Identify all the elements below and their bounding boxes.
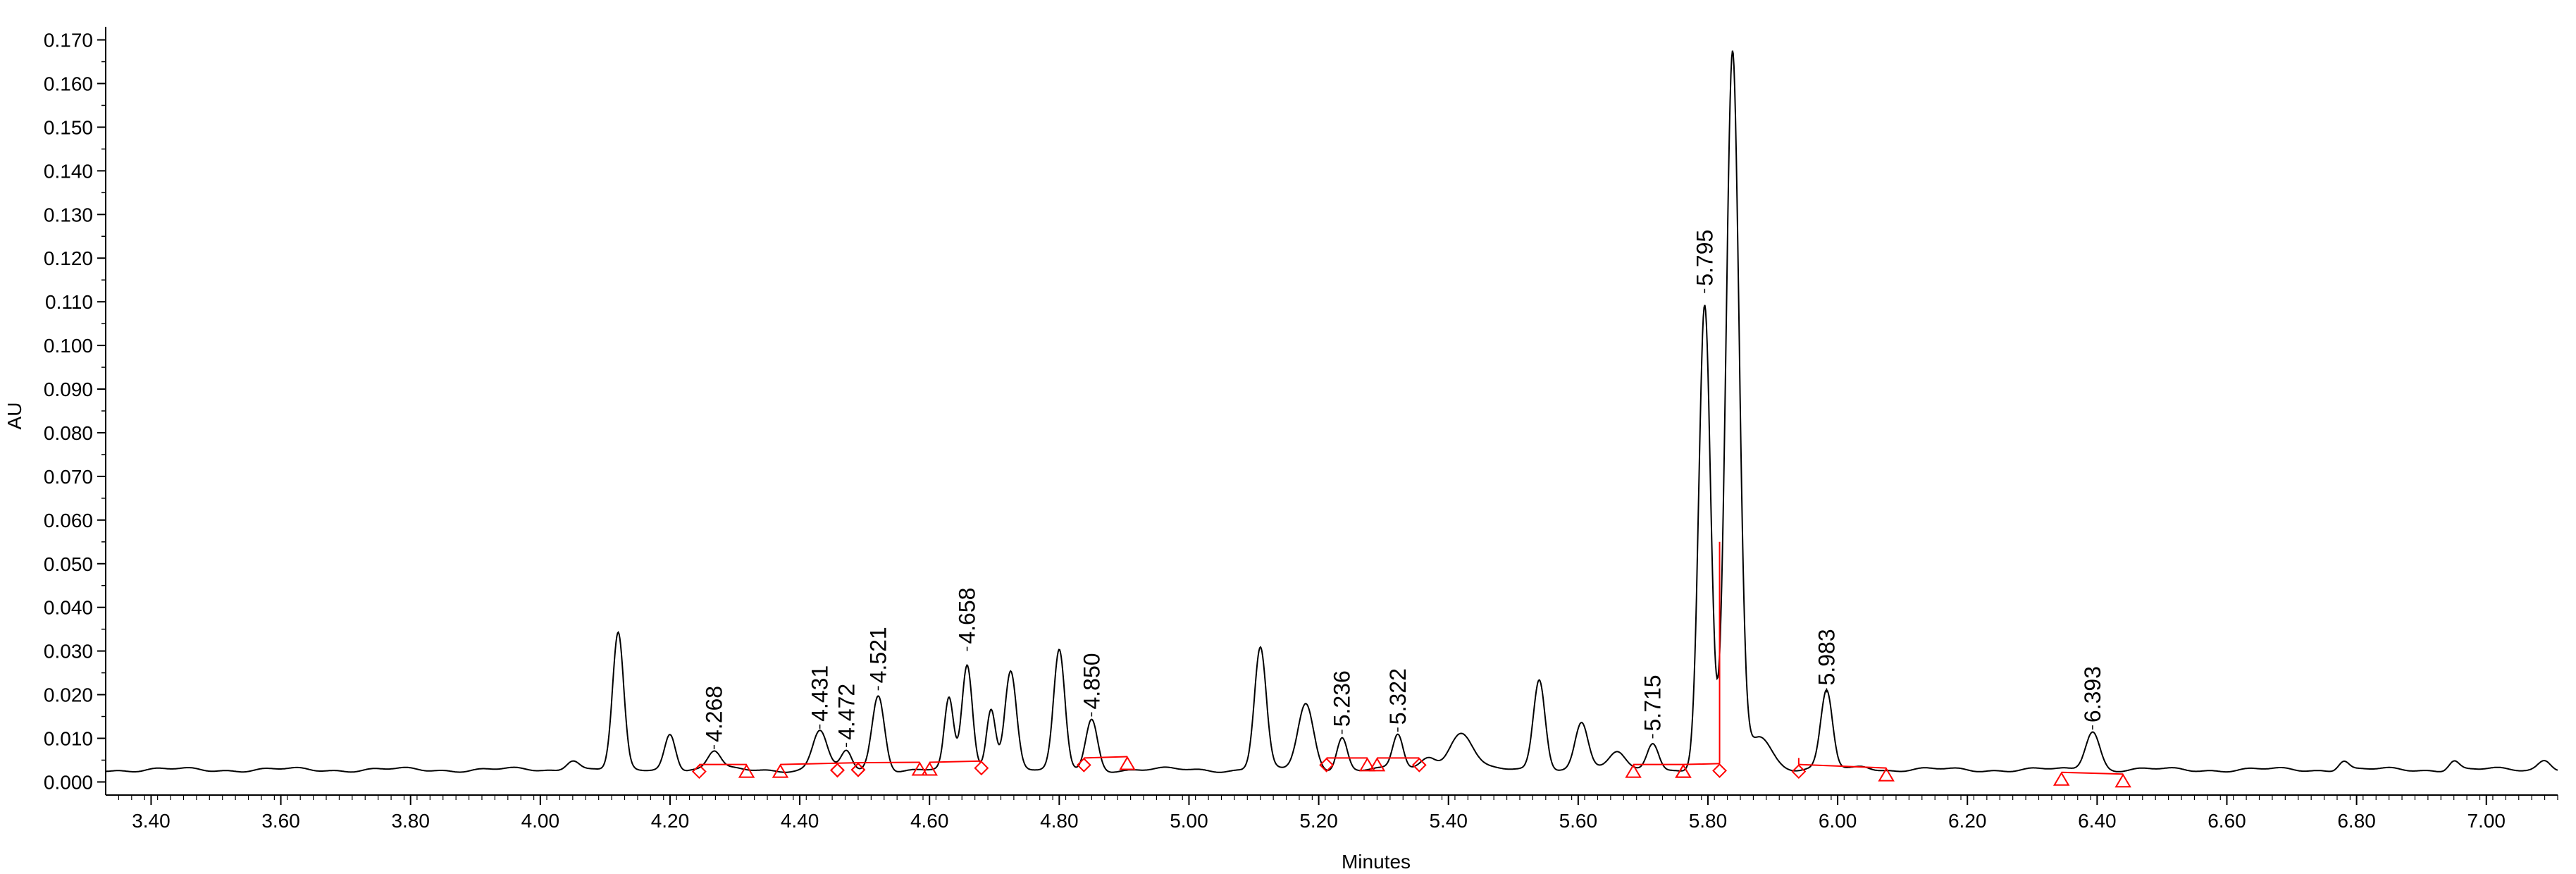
x-tick-label: 6.40 <box>2078 810 2117 832</box>
integration-baseline <box>929 760 982 763</box>
integration-triangle-marker <box>1675 763 1692 778</box>
peak-label: 4.658 <box>955 588 980 644</box>
peak-label: 4.521 <box>865 627 891 683</box>
x-tick-label: 6.80 <box>2337 810 2376 832</box>
integration-diamond-marker <box>1411 757 1427 773</box>
integration-diamond-marker <box>830 763 845 778</box>
chromatogram-trace <box>105 50 2558 773</box>
integration-triangle-marker <box>1878 767 1895 782</box>
x-tick-label: 4.60 <box>910 810 949 832</box>
integration-diamond-marker <box>1712 763 1727 778</box>
x-axis: 3.40 3.60 3.80 4.00 4.20 4.40 4.60 4.80 5.00 5.20… <box>106 794 2558 832</box>
x-tick-label: 7.00 <box>2467 810 2506 832</box>
x-tick-label: 5.40 <box>1429 810 1468 832</box>
integration-diamond-marker <box>1791 764 1807 780</box>
integration-diamond-marker <box>691 764 707 780</box>
x-tick-label: 6.00 <box>1819 810 1857 832</box>
y-axis: 0.000 0.010 0.020 0.030 0.040 0.050 0.060 0.070… <box>44 27 106 795</box>
x-tick-label: 6.20 <box>1948 810 1987 832</box>
y-tick-label: 0.070 <box>44 466 93 488</box>
integration-triangle-marker <box>738 763 755 778</box>
integration-diamond-marker <box>850 762 866 777</box>
integration-baseline <box>2061 771 2124 775</box>
peak-label: 4.850 <box>1079 653 1104 709</box>
y-tick-label: 0.090 <box>44 378 93 400</box>
integration-triangle-marker <box>2052 771 2070 786</box>
y-tick-label: 0.100 <box>44 335 93 357</box>
x-axis-title: Minutes <box>1342 851 1411 873</box>
peak-label: 6.393 <box>2080 666 2105 722</box>
integration-triangle-marker <box>911 761 929 776</box>
x-tick-label: 3.60 <box>261 810 300 832</box>
y-tick-label: 0.160 <box>44 73 93 95</box>
y-tick-label: 0.030 <box>44 641 93 663</box>
y-tick-label: 0.130 <box>44 204 93 226</box>
integration-triangle-marker <box>1625 763 1642 778</box>
y-tick-label: 0.020 <box>44 684 93 706</box>
y-tick-label: 0.110 <box>45 291 93 313</box>
x-tick-label: 4.80 <box>1040 810 1079 832</box>
y-tick-label: 0.120 <box>44 247 93 269</box>
y-tick-label: 0.140 <box>44 160 93 182</box>
x-tick-label: 5.60 <box>1559 810 1598 832</box>
peak-label: 5.983 <box>1814 629 1839 685</box>
y-tick-label: 0.040 <box>44 597 93 619</box>
integration-baseline <box>780 762 838 765</box>
y-tick-label: 0.060 <box>44 510 93 531</box>
peak-label: 4.431 <box>807 665 833 722</box>
y-tick-label: 0.000 <box>44 771 93 793</box>
y-tick-label: 0.050 <box>44 553 93 575</box>
y-tick-label: 0.080 <box>44 422 93 444</box>
x-tick-label: 5.20 <box>1299 810 1338 832</box>
peak-label: 4.472 <box>834 684 859 740</box>
x-tick-label: 3.40 <box>132 810 171 832</box>
integration-triangle-marker <box>1368 757 1386 772</box>
x-tick-label: 4.00 <box>521 810 560 832</box>
x-tick-label: 4.20 <box>651 810 690 832</box>
y-tick-label: 0.010 <box>44 727 93 749</box>
y-tick-label: 0.150 <box>44 116 93 138</box>
integration-diamond-marker <box>1076 757 1091 773</box>
peak-label: 5.715 <box>1640 675 1666 731</box>
peak-label: 5.236 <box>1330 670 1355 727</box>
integration-baseline <box>1683 763 1720 765</box>
integration-diamond-marker <box>1319 757 1335 773</box>
y-tick-label: 0.170 <box>44 30 93 51</box>
integration-triangle-marker <box>772 763 789 778</box>
x-tick-label: 5.00 <box>1170 810 1208 832</box>
x-tick-label: 5.80 <box>1689 810 1728 832</box>
integration-triangle-marker <box>921 761 938 776</box>
x-tick-label: 6.60 <box>2207 810 2246 832</box>
peak-label: 4.268 <box>702 686 727 742</box>
y-axis-title: AU <box>4 402 25 430</box>
integration-baseline <box>1798 763 1887 769</box>
x-tick-label: 4.40 <box>781 810 819 832</box>
x-tick-label: 3.80 <box>391 810 430 832</box>
integration-triangle-marker <box>1358 757 1376 772</box>
integration-baseline <box>1084 756 1128 759</box>
integration-diamond-marker <box>974 761 989 776</box>
integration-diamond-marker <box>850 762 866 777</box>
integration-diamond-marker <box>830 763 845 778</box>
integration-triangle-marker <box>1119 756 1136 770</box>
peak-label: 5.322 <box>1385 668 1411 725</box>
integration-triangle-marker <box>2114 773 2131 788</box>
peak-label: 5.795 <box>1692 230 1717 286</box>
